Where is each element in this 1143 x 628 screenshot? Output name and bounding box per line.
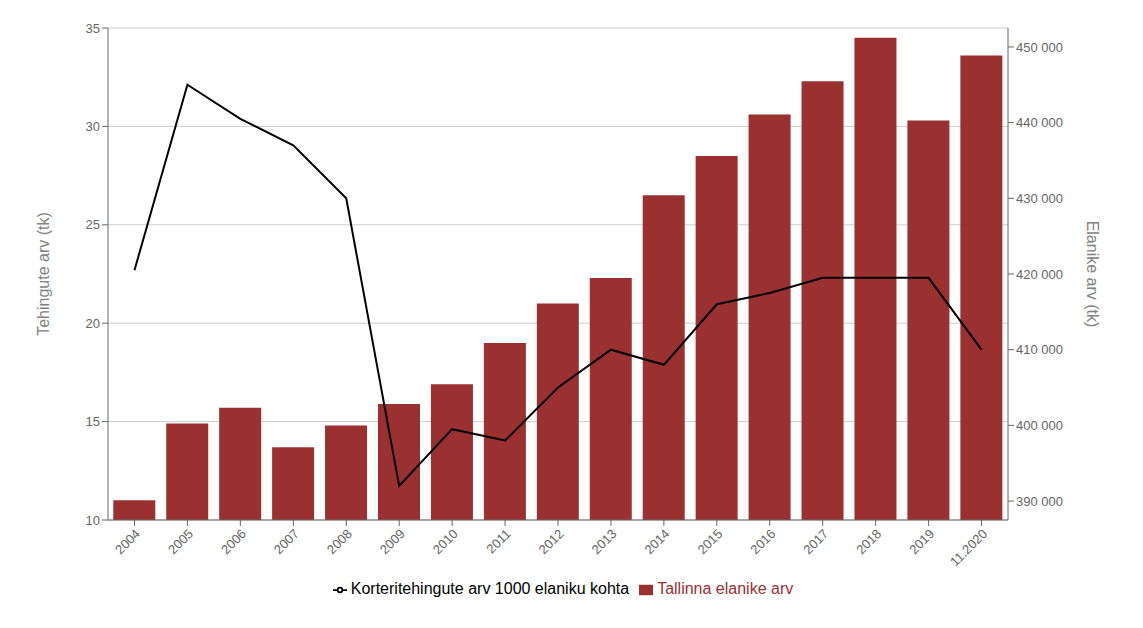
svg-text:2007: 2007	[271, 526, 302, 557]
svg-text:Elanike arv (tk): Elanike arv (tk)	[1084, 221, 1101, 328]
svg-text:10: 10	[86, 513, 100, 528]
svg-text:430 000: 430 000	[1016, 191, 1063, 206]
svg-text:11.2020: 11.2020	[947, 526, 990, 569]
svg-text:20: 20	[86, 316, 100, 331]
svg-text:30: 30	[86, 119, 100, 134]
svg-text:400 000: 400 000	[1016, 418, 1063, 433]
svg-text:25: 25	[86, 217, 100, 232]
svg-text:410 000: 410 000	[1016, 342, 1063, 357]
svg-text:2019: 2019	[906, 526, 937, 557]
html-text:Korteritehingute arv 1000 elan: Korteritehingute arv 1000 elaniku kohta	[350, 580, 630, 597]
svg-text:2016: 2016	[747, 526, 778, 557]
svg-text:2014: 2014	[641, 526, 672, 557]
svg-text:15: 15	[86, 414, 100, 429]
svg-text:2012: 2012	[536, 526, 567, 557]
svg-text:2008: 2008	[324, 526, 355, 557]
svg-text:Tehingute arv (tk): Tehingute arv (tk)	[35, 212, 52, 336]
svg-text:2013: 2013	[589, 526, 620, 557]
svg-text:35: 35	[86, 21, 100, 36]
svg-text:2010: 2010	[430, 526, 461, 557]
svg-text:2011: 2011	[483, 526, 513, 556]
svg-text:2004: 2004	[112, 526, 143, 557]
svg-text:2018: 2018	[853, 526, 884, 557]
svg-text:2005: 2005	[165, 526, 196, 557]
svg-text:420 000: 420 000	[1016, 267, 1063, 282]
svg-text:2015: 2015	[694, 526, 725, 557]
svg-text:2009: 2009	[377, 526, 408, 557]
svg-text:450 000: 450 000	[1016, 40, 1063, 55]
svg-text:2017: 2017	[800, 526, 831, 557]
svg-text:2006: 2006	[218, 526, 249, 557]
svg-text:440 000: 440 000	[1016, 115, 1063, 130]
svg-text:390 000: 390 000	[1016, 494, 1063, 509]
html-text:Tallinna elanike arv: Tallinna elanike arv	[657, 580, 794, 597]
